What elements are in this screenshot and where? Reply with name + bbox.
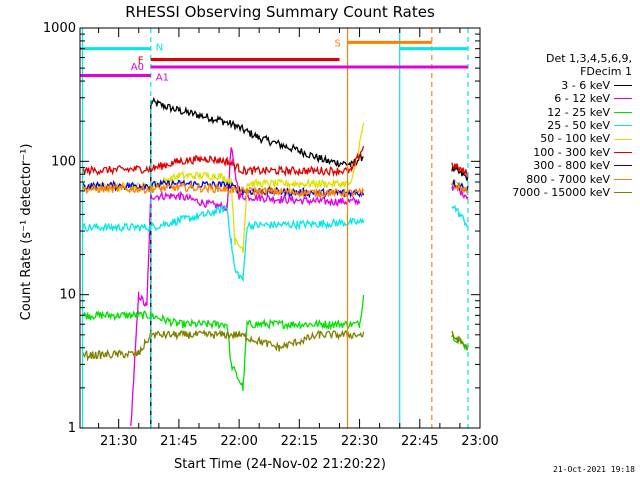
footer-timestamp: 21-Oct-2021 19:18 (553, 465, 635, 474)
state-label-a0: A0 (131, 62, 144, 73)
series-line-6-seg-1 (81, 145, 365, 178)
state-label-f: F (138, 56, 144, 67)
legend-title-line-2: FDecim 1 (580, 65, 632, 79)
legend-entry-8: 800 - 7000 keV (482, 173, 632, 186)
legend-swatch (614, 178, 632, 180)
x-tick-label-2200: 22:00 (220, 434, 257, 449)
series-line-4-seg-2 (451, 204, 469, 228)
series-line-4-seg-1 (81, 204, 365, 283)
series-line-8-seg-1 (81, 181, 365, 199)
plot-frame (79, 27, 481, 429)
plot-area: N S FA0 A1 (80, 28, 469, 428)
y-tick-label-10: 10 (59, 288, 76, 303)
legend-label: 3 - 6 keV (561, 78, 610, 92)
legend-swatch (614, 152, 632, 154)
legend-entry-3: 12 - 25 keV (482, 106, 632, 119)
state-label-n: N (156, 43, 163, 54)
legend-label: 50 - 100 keV (540, 132, 610, 146)
y-tick-label-100: 100 (51, 154, 76, 169)
y-axis-label: Count Rate (s⁻¹ detector⁻¹) (19, 144, 34, 321)
x-tick-label-2230: 22:30 (341, 434, 378, 449)
state-label-s: S (335, 38, 341, 49)
legend-label: 6 - 12 keV (554, 92, 610, 106)
series-line-2-seg-1 (130, 147, 361, 427)
series-line-8-seg-2 (451, 182, 469, 195)
legend-label: 300 - 800 keV (533, 159, 610, 173)
legend-label: 7000 - 15000 keV (512, 186, 610, 200)
x-tick-label-2130: 21:30 (100, 434, 137, 449)
series-line-9-seg-2 (451, 330, 469, 352)
series-line-1-seg-1 (150, 96, 364, 428)
legend-entry-9: 7000 - 15000 keV (482, 186, 632, 199)
legend-swatch (614, 98, 632, 100)
legend-swatch (614, 125, 632, 127)
legend-entry-2: 6 - 12 keV (482, 92, 632, 105)
axes: 1 10 100 1000 21:30 21:45 22:00 22:15 22:30 22:45… (43, 21, 499, 449)
chart-title: RHESSI Observing Summary Count Rates (125, 3, 435, 21)
legend-swatch (614, 85, 632, 87)
y-tick-label-1000: 1000 (43, 21, 76, 36)
legend: Det 1,3,4,5,6,9, FDecim 1 3 - 6 keV 6 - 12… (482, 52, 632, 199)
legend-title-line-1: Det 1,3,4,5,6,9, (545, 52, 632, 65)
series-line-6-seg-2 (451, 162, 469, 179)
legend-swatch (614, 192, 632, 194)
series-line-9-seg-1 (81, 328, 365, 362)
x-tick-label-2300: 23:00 (461, 434, 498, 449)
legend-label: 100 - 300 keV (533, 145, 610, 159)
x-tick-label-2145: 21:45 (160, 434, 197, 449)
x-tick-label-2245: 22:45 (401, 434, 438, 449)
legend-entry-4: 25 - 50 keV (482, 119, 632, 132)
legend-title: Det 1,3,4,5,6,9, FDecim 1 (482, 52, 632, 79)
legend-swatch (614, 111, 632, 113)
legend-entry-5: 50 - 100 keV (482, 132, 632, 145)
legend-label: 12 - 25 keV (547, 105, 610, 119)
legend-label: 25 - 50 keV (547, 119, 610, 133)
x-tick-label-2215: 22:15 (281, 434, 318, 449)
legend-swatch (614, 165, 632, 167)
x-axis-label: Start Time (24-Nov-02 21:20:22) (174, 457, 386, 472)
legend-entry-6: 100 - 300 keV (482, 146, 632, 159)
series-line-3-seg-1 (82, 294, 365, 391)
legend-entry-1: 3 - 6 keV (482, 79, 632, 92)
legend-label: 800 - 7000 keV (526, 172, 610, 186)
legend-entries: 3 - 6 keV 6 - 12 keV 12 - 25 keV 25 - 50 ke… (482, 79, 632, 200)
y-tick-label-1: 1 (68, 421, 76, 436)
legend-entry-7: 300 - 800 keV (482, 159, 632, 172)
legend-swatch (614, 138, 632, 140)
state-label-a1: A1 (156, 73, 169, 84)
